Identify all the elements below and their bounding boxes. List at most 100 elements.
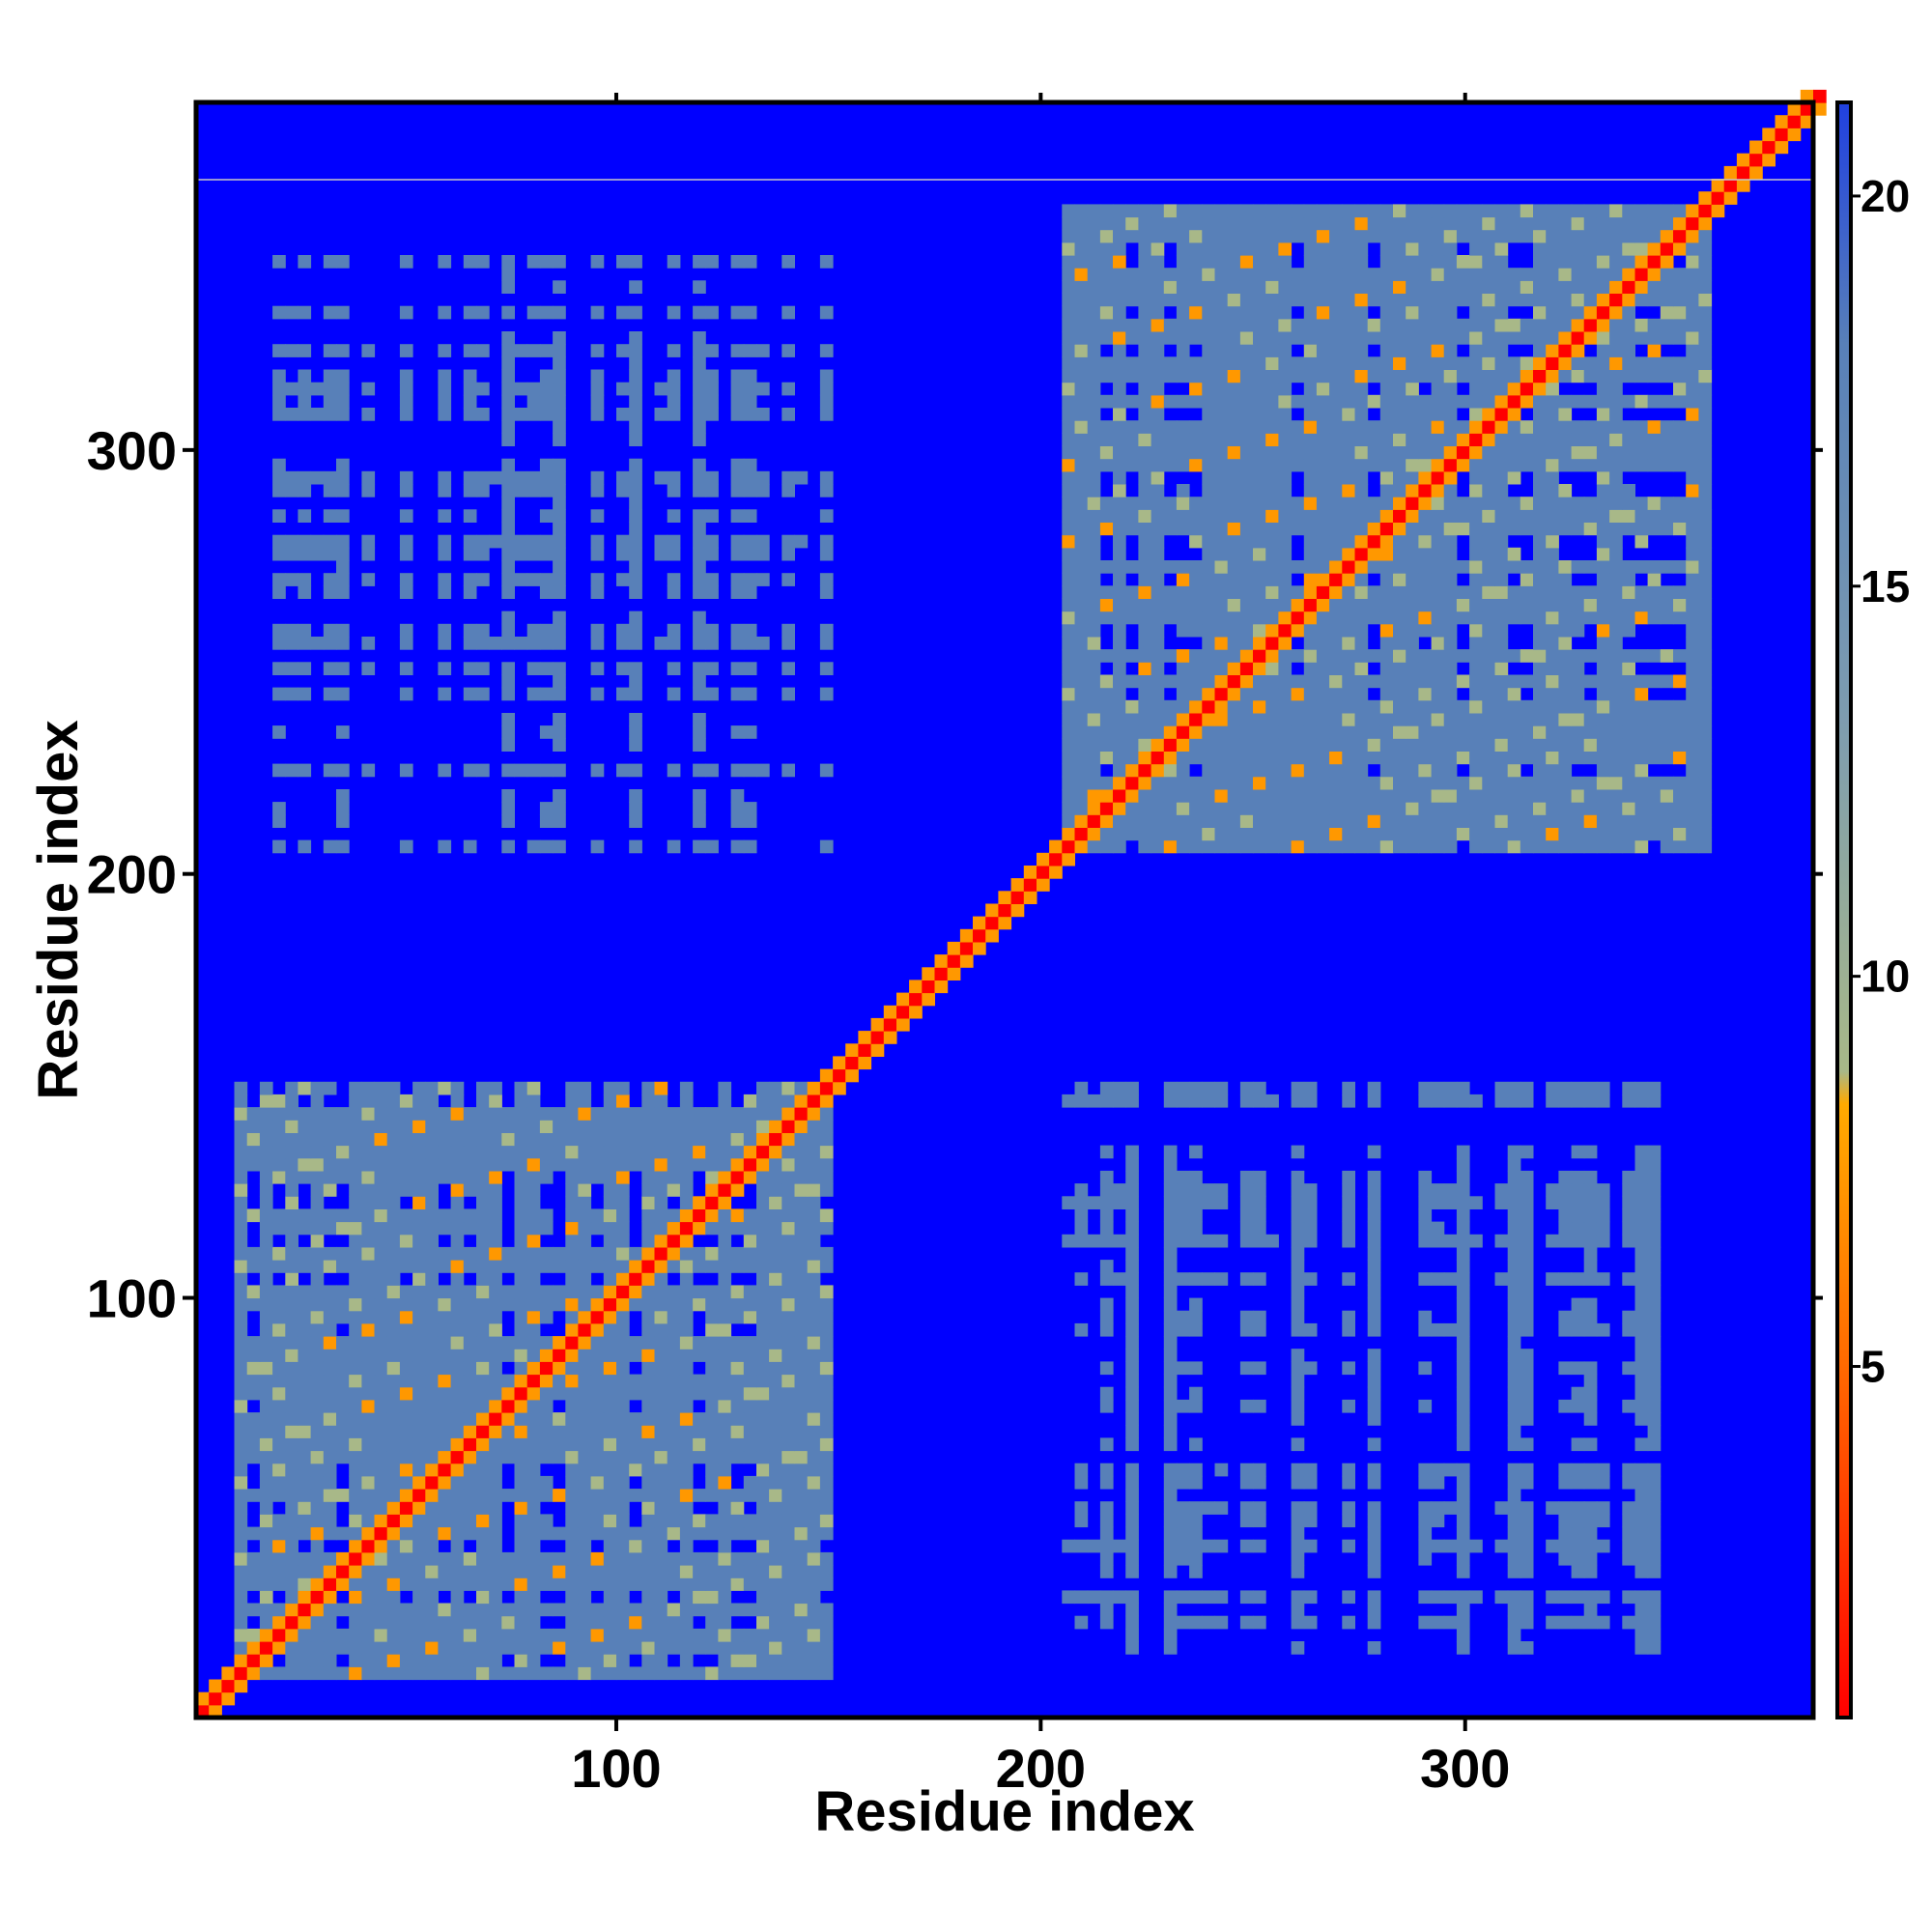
heatmap-cell <box>425 1628 439 1642</box>
heatmap-cell <box>819 1322 834 1337</box>
heatmap-cell <box>361 763 376 778</box>
heatmap-cell <box>285 1260 298 1273</box>
heatmap-cell <box>1520 445 1534 460</box>
heatmap-cell <box>425 1603 439 1617</box>
heatmap-cell <box>1138 394 1152 409</box>
heatmap-cell <box>819 1514 834 1528</box>
heatmap-cell <box>1189 497 1203 510</box>
heatmap-cell <box>1074 1183 1089 1197</box>
heatmap-cell <box>667 1501 681 1515</box>
heatmap-cell <box>1202 776 1215 790</box>
heatmap-cell <box>489 1590 502 1605</box>
heatmap-cell <box>718 1628 732 1642</box>
heatmap-cell <box>1456 598 1470 612</box>
heatmap-cell <box>1113 637 1126 650</box>
heatmap-cell <box>361 1603 376 1617</box>
heatmap-cell <box>679 1170 694 1184</box>
heatmap-cell <box>234 1260 248 1273</box>
heatmap-cell <box>1087 420 1101 434</box>
heatmap-cell <box>730 1349 745 1362</box>
heatmap-cell <box>1546 776 1559 790</box>
heatmap-cell <box>1494 1081 1509 1095</box>
heatmap-cell <box>730 1577 745 1591</box>
heatmap-cell <box>705 573 719 586</box>
heatmap-cell <box>1609 585 1623 599</box>
heatmap-cell <box>1494 637 1509 650</box>
heatmap-cell <box>1099 509 1114 523</box>
heatmap-cell <box>489 1666 502 1681</box>
heatmap-cell <box>1113 1183 1126 1197</box>
heatmap-cell <box>1622 1501 1635 1515</box>
heatmap-cell <box>246 1603 261 1617</box>
heatmap-cell <box>323 1208 337 1223</box>
heatmap-cell <box>705 1399 719 1413</box>
heatmap-cell <box>438 1170 452 1184</box>
heatmap-cell <box>412 1094 426 1108</box>
heatmap-cell <box>1125 509 1139 523</box>
heatmap-cell <box>1227 674 1241 689</box>
heatmap-cell <box>973 928 986 943</box>
heatmap-cell <box>1558 1361 1573 1376</box>
heatmap-cell <box>1087 1590 1101 1605</box>
heatmap-cell <box>1367 1322 1381 1337</box>
heatmap-cell <box>641 1208 655 1223</box>
heatmap-cell <box>450 1145 465 1159</box>
heatmap-cell <box>1647 1272 1662 1286</box>
heatmap-cell <box>1303 547 1318 561</box>
heatmap-cell <box>1494 1234 1509 1248</box>
heatmap-cell <box>1291 738 1305 752</box>
heatmap-cell <box>1303 776 1318 790</box>
heatmap-cell <box>1367 1361 1381 1376</box>
heatmap-cell <box>386 1463 401 1477</box>
heatmap-cell <box>349 1260 362 1273</box>
heatmap-cell <box>1558 1514 1573 1528</box>
heatmap-cell <box>1151 637 1165 650</box>
heatmap-cell <box>539 458 554 472</box>
heatmap-cell <box>463 484 477 497</box>
heatmap-cell <box>1125 1246 1139 1261</box>
heatmap-cell <box>489 1565 502 1578</box>
heatmap-cell <box>1507 445 1521 460</box>
heatmap-cell <box>629 1374 642 1388</box>
heatmap-cell <box>1393 699 1406 714</box>
heatmap-cell <box>693 687 706 701</box>
heatmap-cell <box>1558 408 1573 421</box>
heatmap-cell <box>578 1399 592 1413</box>
heatmap-cell <box>450 1551 465 1566</box>
heatmap-cell <box>1622 751 1635 765</box>
heatmap-cell <box>1062 751 1075 765</box>
heatmap-cell <box>259 1514 273 1528</box>
heatmap-cell <box>1202 687 1215 701</box>
heatmap-cell <box>1227 573 1241 586</box>
heatmap-cell <box>1151 509 1165 523</box>
heatmap-cell <box>374 1361 388 1376</box>
heatmap-cell <box>1125 1489 1139 1502</box>
heatmap-cell <box>1278 382 1293 396</box>
heatmap-cell <box>1125 1539 1139 1553</box>
heatmap-cell <box>641 1514 655 1528</box>
heatmap-cell <box>1125 1412 1139 1426</box>
heatmap-cell <box>1456 1374 1470 1388</box>
heatmap-cell <box>1099 420 1114 434</box>
heatmap-cell <box>1342 484 1355 497</box>
heatmap-cell <box>743 1654 757 1667</box>
heatmap-cell <box>1456 560 1470 574</box>
heatmap-cell <box>1202 509 1215 523</box>
heatmap-cell <box>1189 725 1203 739</box>
heatmap-cell <box>693 509 706 523</box>
heatmap-cell <box>1113 611 1126 625</box>
heatmap-cell <box>1342 687 1355 701</box>
heatmap-cell <box>1087 814 1101 828</box>
heatmap-cell <box>234 1641 248 1655</box>
heatmap-cell <box>1443 1539 1458 1553</box>
heatmap-cell <box>578 1489 592 1502</box>
heatmap-cell <box>1202 598 1215 612</box>
heatmap-cell <box>1660 789 1674 803</box>
heatmap-cell <box>399 1603 413 1617</box>
heatmap-cell <box>1418 573 1433 586</box>
heatmap-cell <box>1546 662 1559 675</box>
heatmap-cell <box>501 637 515 650</box>
heatmap-cell <box>693 458 706 472</box>
heatmap-cell <box>1265 484 1279 497</box>
heatmap-cell <box>922 967 935 980</box>
